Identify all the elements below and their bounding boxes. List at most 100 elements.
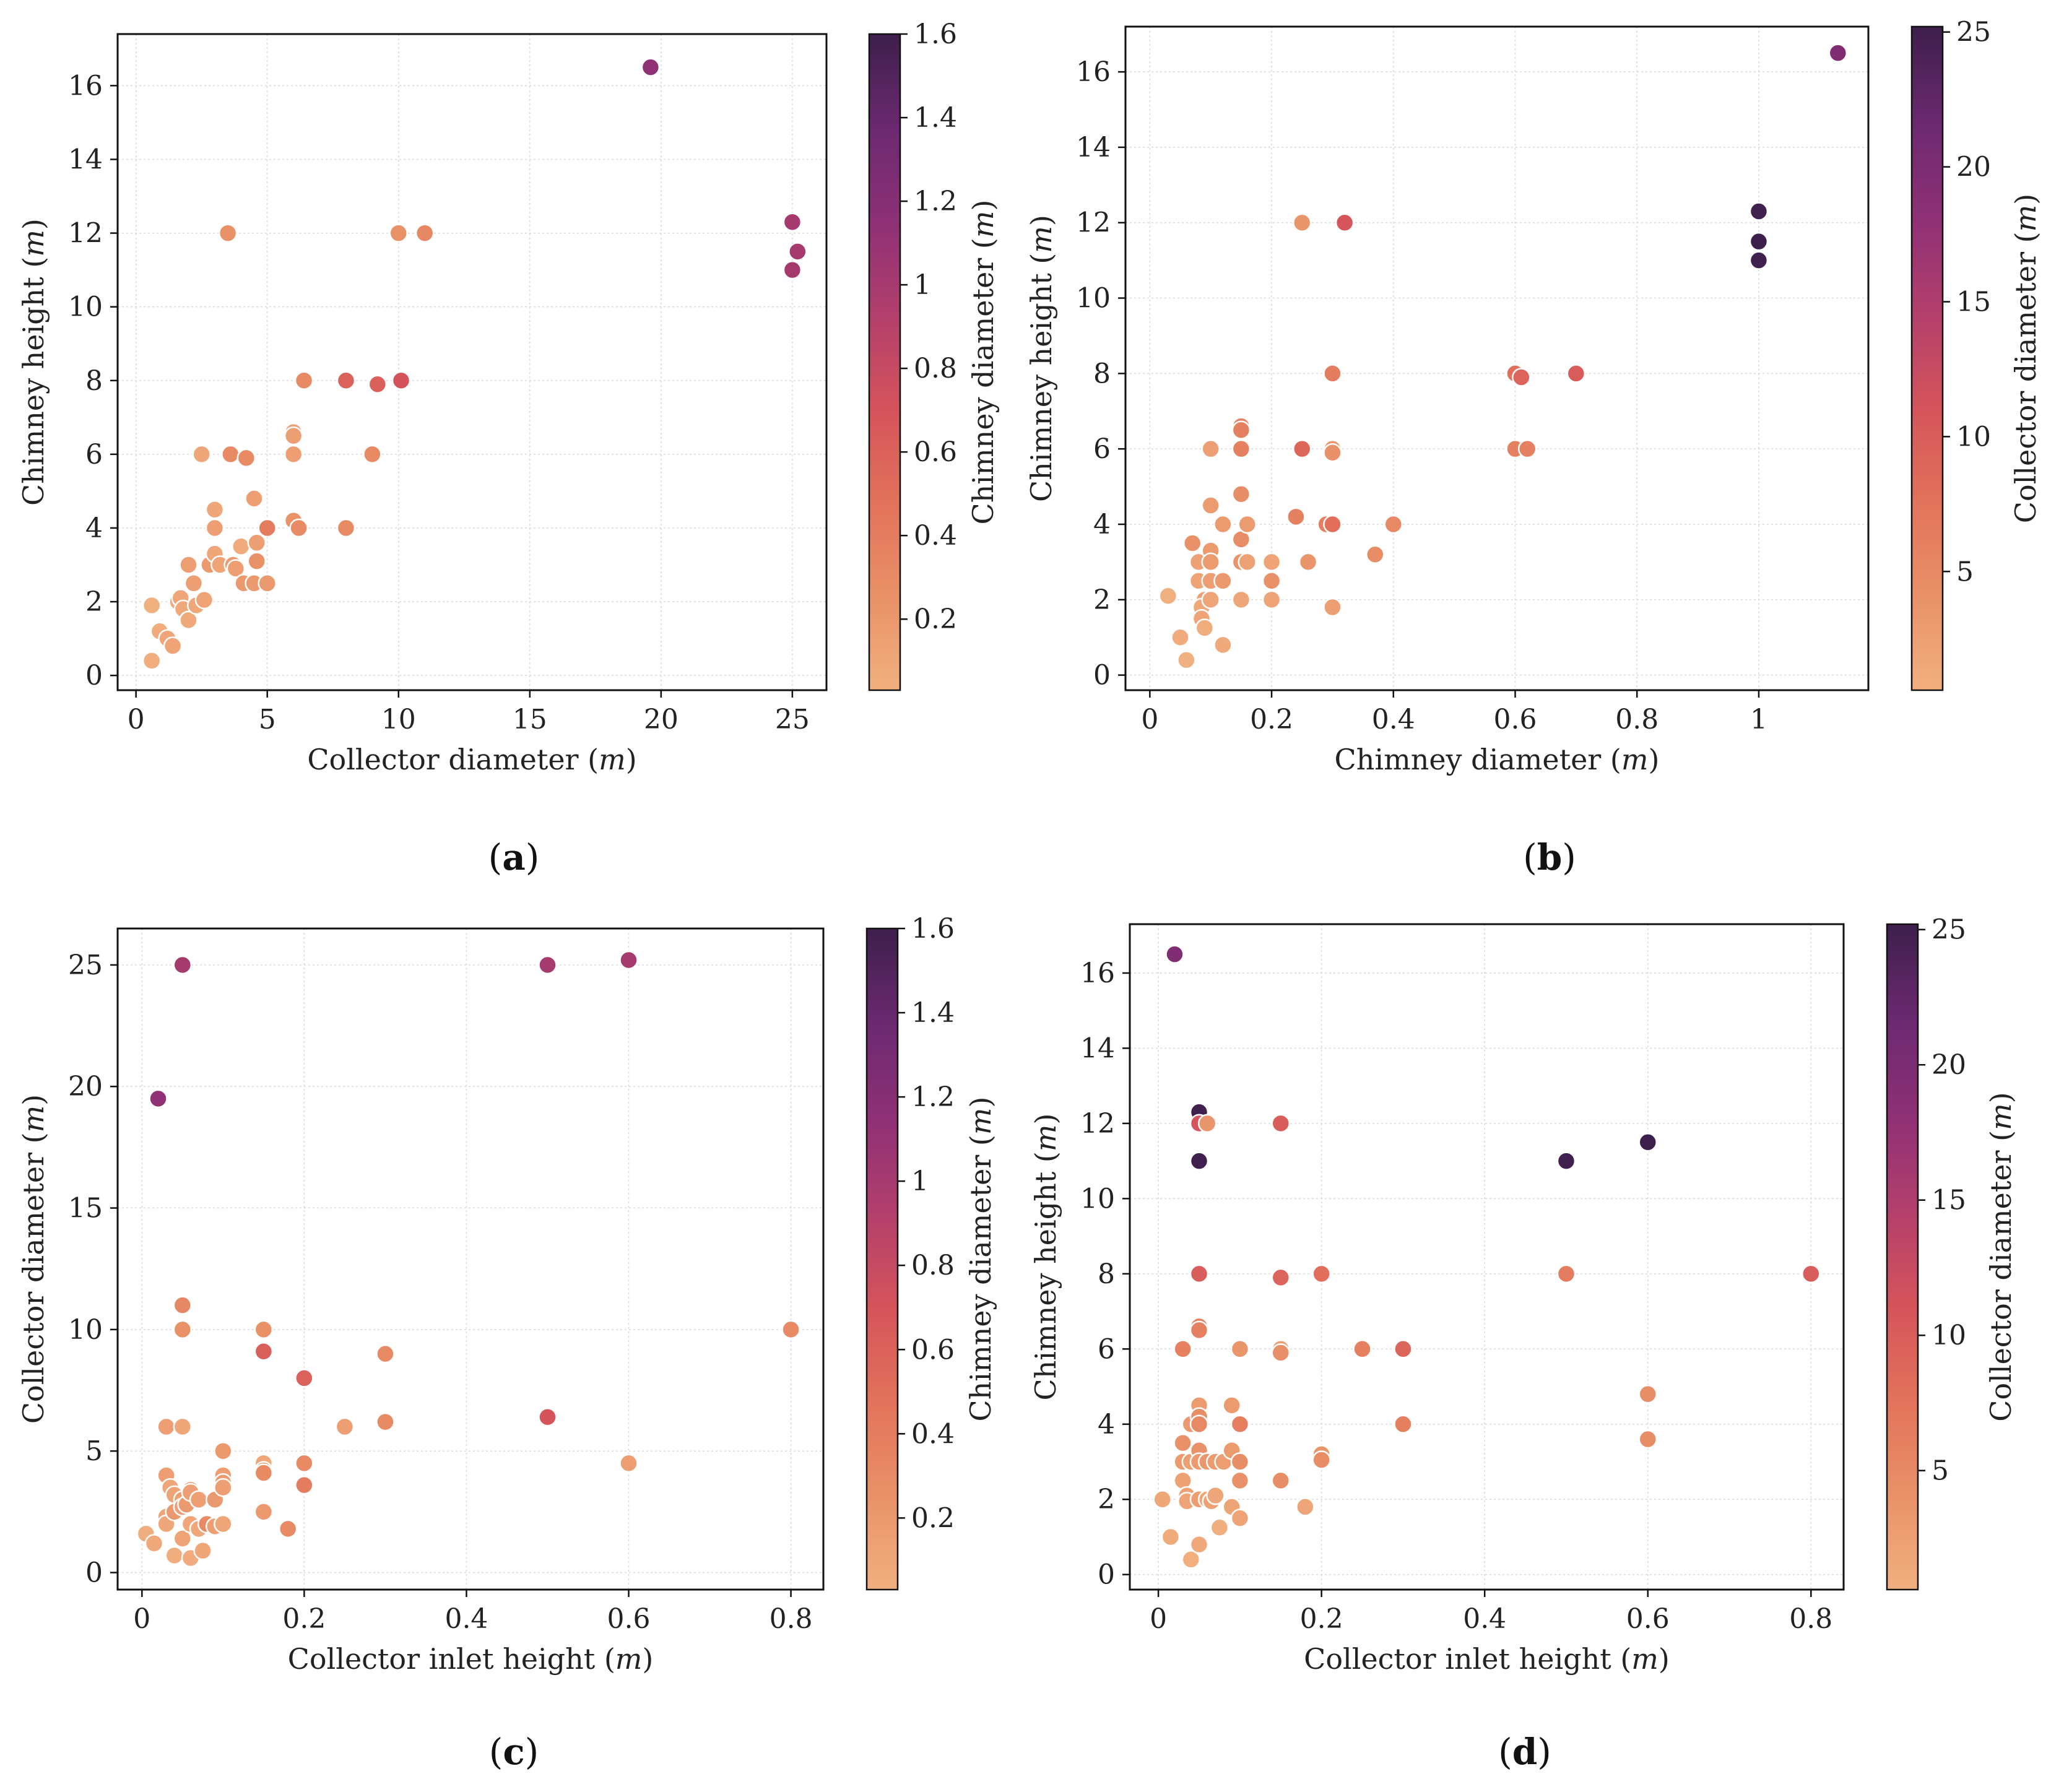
colorbar-tick-label: 1.2 — [911, 1081, 955, 1113]
scatter-point — [389, 223, 409, 243]
scatter-point — [1189, 1414, 1209, 1434]
scatter-point — [173, 1417, 193, 1437]
colorbar — [1910, 25, 1944, 691]
scatter-point — [254, 1502, 274, 1521]
y-axis-label: Collector diameter (m) — [17, 1094, 50, 1424]
x-tick-label: 0.2 — [282, 1603, 326, 1635]
y-tick-label: 14 — [1076, 132, 1111, 163]
scatter-point — [214, 1514, 233, 1534]
scatter-point — [1238, 514, 1257, 534]
x-tick-label: 15 — [513, 704, 547, 735]
colorbar-label: Chimney diameter (m) — [964, 1097, 997, 1422]
colorbar-tick-label: 0.2 — [914, 604, 957, 635]
scatter-point — [1802, 1264, 1821, 1284]
x-tick-label: 0.6 — [607, 1603, 651, 1635]
colorbar-label: Collector diameter (m) — [1984, 1092, 2018, 1421]
scatter-point — [258, 574, 277, 593]
y-tick-label: 12 — [1080, 1108, 1115, 1140]
scatter-point — [1323, 443, 1342, 462]
scatter-point — [781, 1320, 800, 1340]
scatter-point — [1230, 1340, 1250, 1359]
colorbar-tick-label: 15 — [1956, 286, 1991, 318]
y-tick-label: 8 — [1093, 358, 1111, 389]
x-tick-label: 10 — [381, 704, 416, 735]
scatter-point — [1353, 1340, 1372, 1359]
scatter-point — [1231, 439, 1251, 459]
scatter-point — [1323, 514, 1342, 534]
scatter-point — [1556, 1264, 1576, 1284]
scatter-point — [1749, 202, 1769, 221]
scatter-point — [232, 537, 251, 556]
scatter-point — [1384, 514, 1403, 534]
colorbar-tick-label: 0.8 — [911, 1250, 955, 1281]
y-tick-label: 8 — [85, 365, 103, 397]
scatter-point — [1177, 651, 1196, 670]
scatter-point — [368, 374, 388, 394]
panel-label: (c) — [489, 1731, 539, 1773]
colorbar-tick-label: 0.6 — [911, 1334, 955, 1366]
scatter-point — [1231, 590, 1251, 610]
scatter-point — [179, 610, 198, 630]
scatter-point — [142, 651, 162, 670]
panel-label: (d) — [1498, 1731, 1551, 1773]
scatter-point — [1566, 364, 1586, 383]
scatter-point — [295, 1453, 314, 1473]
y-tick-label: 8 — [1098, 1258, 1115, 1290]
y-axis-label: Chimney height (m) — [17, 219, 50, 506]
scatter-point — [619, 1453, 638, 1473]
scatter-point — [1394, 1340, 1413, 1359]
scatter-point — [1182, 534, 1202, 553]
colorbar-label: Chimney diameter (m) — [966, 200, 1000, 525]
scatter-point — [193, 1541, 212, 1560]
y-tick-label: 5 — [85, 1435, 103, 1467]
scatter-point — [1189, 1534, 1209, 1554]
colorbar-tick-label: 1.2 — [914, 186, 957, 217]
scatter-point — [1201, 590, 1220, 610]
colorbar — [868, 33, 901, 691]
scatter-point — [157, 1417, 176, 1437]
scatter-point — [173, 1529, 193, 1548]
scatter-point — [1238, 552, 1257, 572]
scatter-point — [1638, 1429, 1657, 1449]
colorbar-tick-label: 0.4 — [911, 1418, 955, 1450]
y-tick-label: 0 — [1093, 660, 1111, 691]
scatter-point — [1292, 213, 1312, 232]
scatter-point — [1638, 1384, 1657, 1404]
scatter-point — [1323, 364, 1342, 383]
x-tick-label: 0 — [128, 704, 145, 735]
scatter-point — [173, 1296, 193, 1315]
scatter-point — [1271, 1268, 1291, 1288]
y-tick-label: 6 — [1093, 433, 1111, 465]
colorbar-tick-label: 20 — [1956, 152, 1991, 183]
y-tick-label: 0 — [85, 660, 103, 691]
scatter-point — [1296, 1497, 1315, 1517]
scatter-point — [192, 444, 211, 464]
scatter-point — [1173, 1433, 1192, 1453]
scatter-point — [336, 371, 356, 391]
y-tick-label: 16 — [1080, 958, 1115, 989]
scatter-point — [415, 223, 435, 243]
scatter-point — [163, 636, 183, 656]
plot-frame — [1124, 25, 1870, 691]
y-tick-label: 2 — [85, 586, 103, 618]
scatter-point — [254, 1463, 274, 1483]
scatter-point — [641, 58, 661, 77]
scatter-point — [1556, 1151, 1576, 1171]
scatter-point — [1189, 1264, 1209, 1284]
y-tick-label: 10 — [1076, 283, 1111, 314]
scatter-point — [1197, 1114, 1217, 1133]
panel-d: 0 0.2 0.4 0.6 0.8 0 2 4 6 8 10 12 14 16 Collector inle… — [1029, 914, 2018, 1773]
scatter-point — [1201, 439, 1220, 459]
colorbar-tick-label: 1.4 — [914, 102, 957, 134]
y-tick-label: 16 — [68, 70, 103, 102]
scatter-point — [149, 1089, 168, 1109]
colorbar-tick-label: 1 — [914, 269, 931, 301]
scatter-point — [788, 242, 807, 261]
scatter-point — [289, 518, 308, 538]
scatter-point — [363, 444, 382, 464]
colorbar-tick-label: 25 — [1932, 914, 1966, 946]
scatter-point — [1213, 571, 1233, 591]
x-axis-label: Collector diameter (m) — [307, 743, 636, 776]
scatter-point — [619, 950, 638, 970]
scatter-point — [247, 552, 267, 571]
